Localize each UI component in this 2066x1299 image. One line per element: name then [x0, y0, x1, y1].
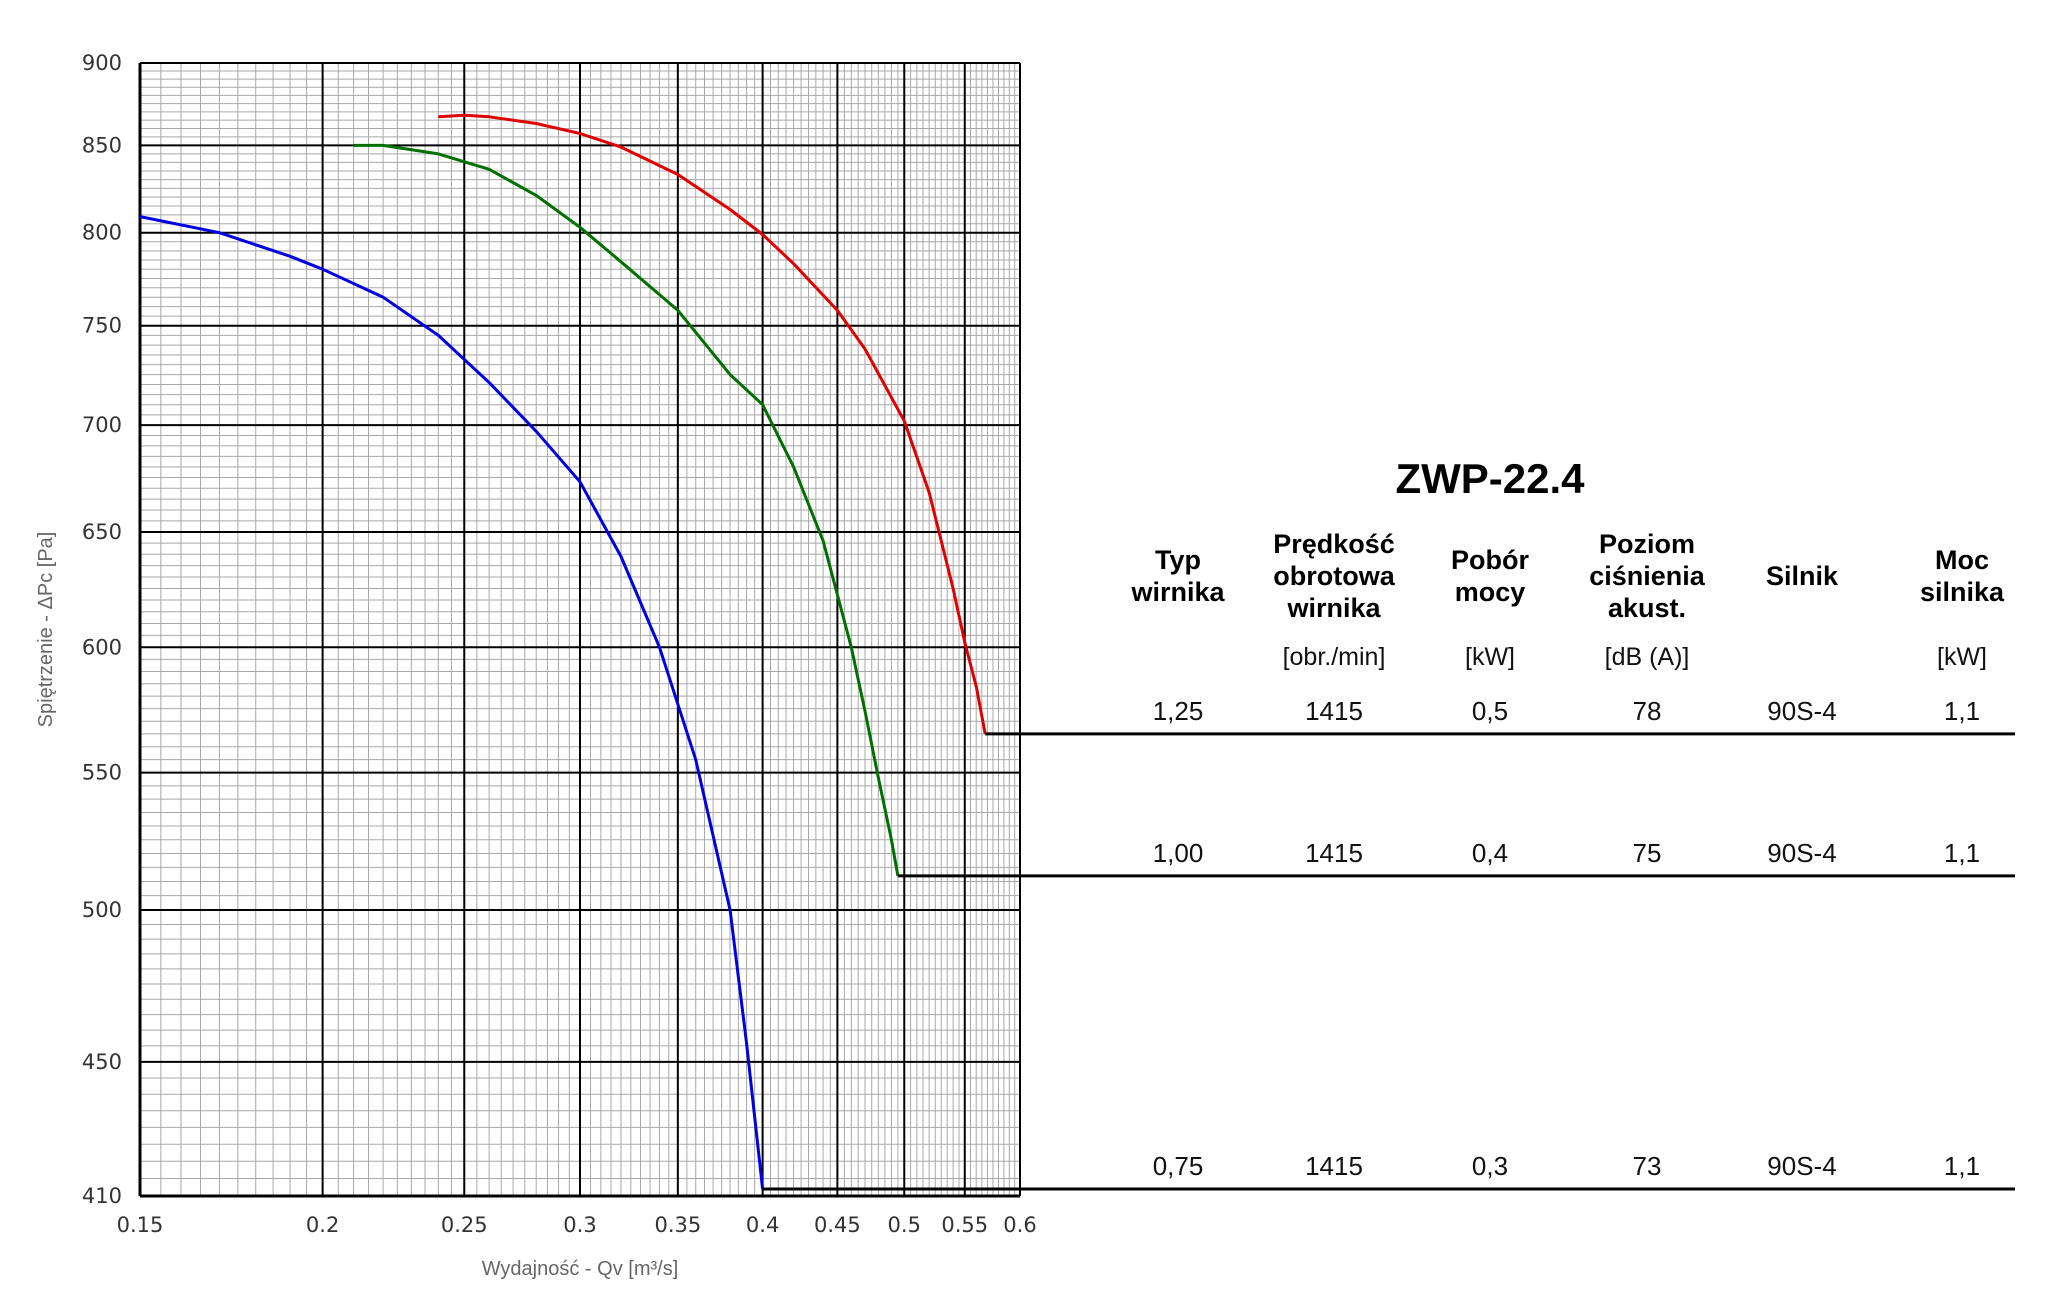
table-header-3: ciśnienia	[1589, 561, 1706, 591]
table-leader-lines	[762, 732, 2015, 1191]
table-header-unit: [kW]	[1465, 643, 1515, 671]
y-axis-title: Spiętrzenie - ΔPc [Pa]	[35, 532, 57, 728]
x-tick-label: 0.4	[746, 1213, 779, 1237]
x-tick-label: 0.25	[441, 1213, 488, 1237]
x-tick-label: 0.6	[1003, 1213, 1036, 1237]
table-cell: 0,5	[1472, 696, 1508, 726]
y-tick-label: 750	[82, 314, 122, 338]
x-tick-label: 0.35	[654, 1213, 701, 1237]
table-header-5: silnika	[1920, 577, 2005, 607]
y-tick-label: 650	[82, 520, 122, 544]
table-header-unit: [kW]	[1937, 643, 1987, 671]
table-cell: 1415	[1305, 1151, 1363, 1181]
table-cell: 0,4	[1472, 838, 1508, 868]
table-cell: 1415	[1305, 696, 1363, 726]
x-tick-label: 0.45	[814, 1213, 861, 1237]
y-tick-label: 850	[82, 133, 122, 157]
table-header-4: Silnik	[1766, 561, 1839, 591]
y-tick-label: 700	[82, 413, 122, 437]
table-cell: 90S-4	[1767, 1151, 1836, 1181]
table-header-0: Typ	[1155, 545, 1201, 575]
table-cell: 90S-4	[1767, 838, 1836, 868]
y-tick-label: 500	[82, 898, 122, 922]
series-line-0-75	[139, 215, 765, 1190]
chart-series	[139, 113, 987, 1190]
x-axis-title: Wydajność - Qv [m³/s]	[482, 1258, 679, 1280]
table-header-1: wirnika	[1286, 593, 1381, 623]
table-cell: 1,1	[1944, 1151, 1980, 1181]
table-cell: 78	[1633, 696, 1662, 726]
table-header-2: Pobór	[1451, 545, 1529, 575]
y-tick-label: 900	[82, 51, 122, 75]
table-header-1: obrotowa	[1273, 561, 1395, 591]
y-tick-label: 600	[82, 635, 122, 659]
y-tick-label: 800	[82, 221, 122, 245]
table-cell: 1,00	[1153, 838, 1204, 868]
x-tick-label: 0.3	[563, 1213, 596, 1237]
chart-labels: 0.15 0.2 0.25 0.3 0.35 0.4 0.45 0.5 0.55 0.6 410 45…	[35, 51, 1037, 1280]
table-cell: 0,3	[1472, 1151, 1508, 1181]
x-tick-label: 0.55	[941, 1213, 988, 1237]
table-cell: 0,75	[1153, 1151, 1204, 1181]
x-tick-label: 0.15	[117, 1213, 164, 1237]
table-header-unit: [obr./min]	[1283, 643, 1386, 671]
series-line-1-25	[438, 113, 987, 735]
x-tick-label: 0.2	[306, 1213, 339, 1237]
x-tick-label: 0.5	[888, 1213, 921, 1237]
table-cell: 73	[1633, 1151, 1662, 1181]
table-header-3: akust.	[1608, 593, 1686, 623]
table-cell: 1,25	[1153, 696, 1204, 726]
performance-table: ZWP-22.4TypwirnikaPrędkośćobrotowawirnik…	[1130, 455, 2005, 1181]
table-header-unit: [dB (A)]	[1605, 643, 1690, 671]
table-cell: 90S-4	[1767, 696, 1836, 726]
table-cell: 75	[1633, 838, 1662, 868]
table-cell: 1415	[1305, 838, 1363, 868]
y-tick-label: 550	[82, 761, 122, 785]
table-cell: 1,1	[1944, 696, 1980, 726]
table-header-3: Poziom	[1599, 529, 1695, 559]
table-header-2: mocy	[1455, 577, 1526, 607]
table-header-5: Moc	[1935, 545, 1989, 575]
series-line-1-00	[353, 143, 900, 877]
table-header-1: Prędkość	[1273, 529, 1395, 559]
table-title: ZWP-22.4	[1395, 455, 1585, 502]
y-tick-label: 410	[82, 1184, 122, 1208]
y-tick-label: 450	[82, 1050, 122, 1074]
chart-grid	[138, 62, 1021, 1198]
table-cell: 1,1	[1944, 838, 1980, 868]
table-header-0: wirnika	[1130, 577, 1225, 607]
